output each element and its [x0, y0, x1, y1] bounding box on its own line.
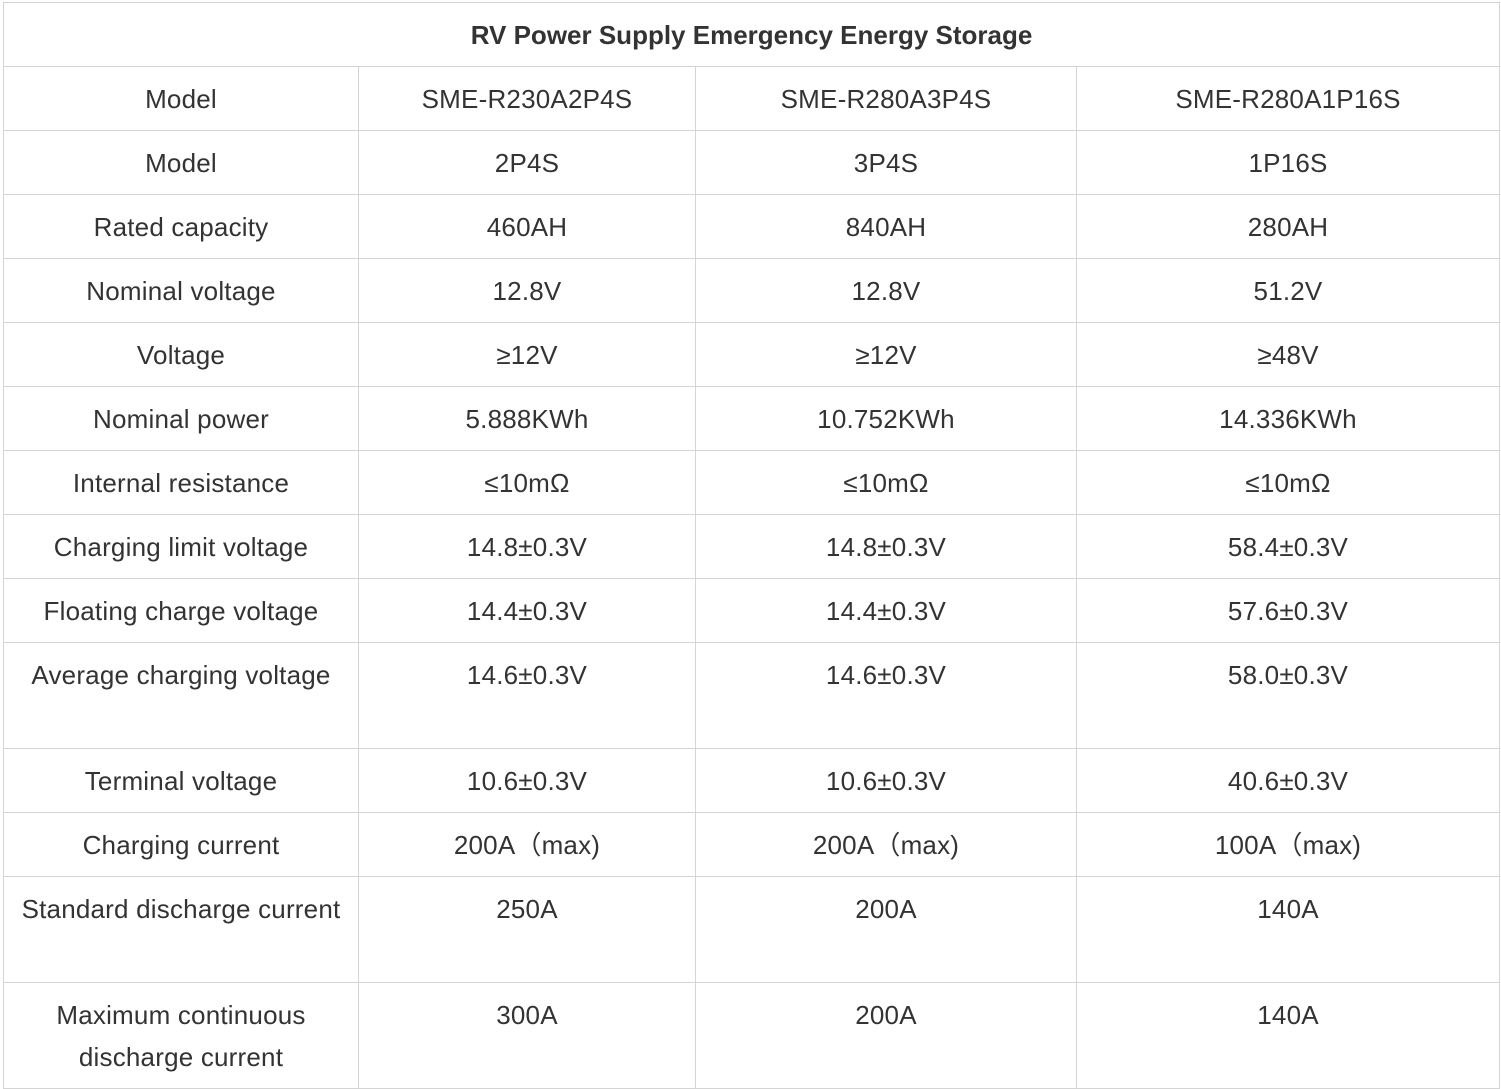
cell-value: ≤10mΩ: [358, 450, 696, 515]
cell-value: 3P4S: [695, 130, 1077, 195]
row-label: Model: [3, 130, 359, 195]
cell-value: 14.8±0.3V: [695, 514, 1077, 579]
row-label: Voltage: [3, 322, 359, 387]
row-label: Floating charge voltage: [3, 578, 359, 643]
table-row: Model 2P4S 3P4S 1P16S: [3, 130, 1501, 195]
table-title-row: RV Power Supply Emergency Energy Storage: [2, 2, 1501, 67]
cell-value: 280AH: [1075, 194, 1501, 259]
cell-value: 140A: [1075, 982, 1501, 1089]
cell-value: 2P4S: [358, 130, 696, 195]
row-label: Model: [3, 66, 359, 131]
cell-value: 840AH: [695, 194, 1077, 259]
cell-value: 14.336KWh: [1075, 386, 1501, 451]
table-row: Floating charge voltage 14.4±0.3V 14.4±0…: [3, 578, 1501, 643]
cell-value: 200A: [695, 876, 1077, 983]
table-row: Charging current 200A（max) 200A（max) 100…: [3, 812, 1501, 877]
cell-value: 14.6±0.3V: [695, 642, 1077, 749]
row-label: Rated capacity: [3, 194, 359, 259]
row-label: Charging current: [3, 812, 359, 877]
cell-value: 10.752KWh: [695, 386, 1077, 451]
table-row: Voltage ≥12V ≥12V ≥48V: [3, 322, 1501, 387]
table-row: Internal resistance ≤10mΩ ≤10mΩ ≤10mΩ: [3, 450, 1501, 515]
row-label: Average charging voltage: [3, 642, 359, 749]
cell-value: 14.4±0.3V: [358, 578, 696, 643]
cell-value: 140A: [1075, 876, 1501, 983]
cell-value: ≥12V: [695, 322, 1077, 387]
cell-value: 1P16S: [1075, 130, 1501, 195]
cell-value: 12.8V: [358, 258, 696, 323]
cell-value: 51.2V: [1075, 258, 1501, 323]
row-label: Charging limit voltage: [3, 514, 359, 579]
cell-value: 12.8V: [695, 258, 1077, 323]
table-row: Terminal voltage 10.6±0.3V 10.6±0.3V 40.…: [3, 748, 1501, 813]
cell-value: SME-R230A2P4S: [358, 66, 696, 131]
cell-value: 100A（max): [1075, 812, 1501, 877]
table-row: Rated capacity 460AH 840AH 280AH: [3, 194, 1501, 259]
cell-value: 200A（max): [358, 812, 696, 877]
cell-value: ≥48V: [1075, 322, 1501, 387]
table-row: Average charging voltage 14.6±0.3V 14.6±…: [3, 642, 1501, 749]
table-row: Charging limit voltage 14.8±0.3V 14.8±0.…: [3, 514, 1501, 579]
table-row: Standard discharge current 250A 200A 140…: [3, 876, 1501, 983]
row-label: Maximum continuous discharge current: [3, 982, 359, 1089]
row-label: Nominal voltage: [3, 258, 359, 323]
cell-value: ≤10mΩ: [695, 450, 1077, 515]
cell-value: 14.8±0.3V: [358, 514, 696, 579]
table-row: Nominal power 5.888KWh 10.752KWh 14.336K…: [3, 386, 1501, 451]
cell-value: 10.6±0.3V: [358, 748, 696, 813]
cell-value: 57.6±0.3V: [1075, 578, 1501, 643]
cell-value: SME-R280A3P4S: [695, 66, 1077, 131]
cell-value: 300A: [358, 982, 696, 1089]
cell-value: 200A（max): [695, 812, 1077, 877]
table-row: Maximum continuous discharge current 300…: [3, 982, 1501, 1089]
cell-value: 5.888KWh: [358, 386, 696, 451]
table-row: Model SME-R230A2P4S SME-R280A3P4S SME-R2…: [3, 66, 1501, 131]
cell-value: 10.6±0.3V: [695, 748, 1077, 813]
row-label: Terminal voltage: [3, 748, 359, 813]
cell-value: 58.4±0.3V: [1075, 514, 1501, 579]
cell-value: ≤10mΩ: [1075, 450, 1501, 515]
cell-value: 58.0±0.3V: [1075, 642, 1501, 749]
cell-value: 40.6±0.3V: [1075, 748, 1501, 813]
cell-value: 460AH: [358, 194, 696, 259]
row-label: Internal resistance: [3, 450, 359, 515]
table-row: Nominal voltage 12.8V 12.8V 51.2V: [3, 258, 1501, 323]
cell-value: 14.4±0.3V: [695, 578, 1077, 643]
row-label: Standard discharge current: [3, 876, 359, 983]
row-label: Nominal power: [3, 386, 359, 451]
cell-value: 200A: [695, 982, 1077, 1089]
table-title: RV Power Supply Emergency Energy Storage: [2, 2, 1501, 67]
cell-value: 250A: [358, 876, 696, 983]
cell-value: SME-R280A1P16S: [1075, 66, 1501, 131]
cell-value: ≥12V: [358, 322, 696, 387]
cell-value: 14.6±0.3V: [358, 642, 696, 749]
